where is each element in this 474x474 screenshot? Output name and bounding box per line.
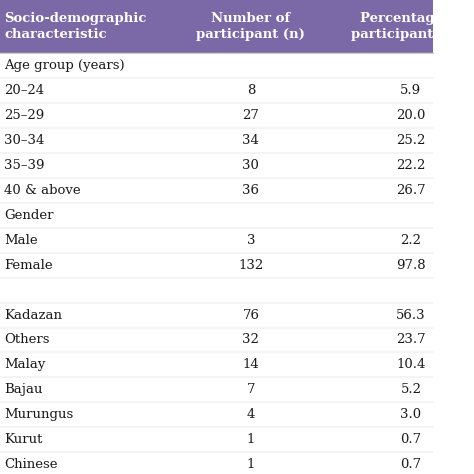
Text: 30–34: 30–34: [4, 134, 45, 147]
Bar: [0, 302, 433, 328]
Bar: [0, 103, 433, 128]
Text: 20–24: 20–24: [4, 84, 45, 97]
Text: 30: 30: [242, 159, 259, 172]
Text: 5.9: 5.9: [401, 84, 421, 97]
Text: 26.7: 26.7: [396, 184, 426, 197]
Text: 35–39: 35–39: [4, 159, 45, 172]
Bar: [0, 128, 433, 153]
Bar: [0, 452, 433, 474]
Text: 8: 8: [246, 84, 255, 97]
Text: Female: Female: [4, 259, 53, 272]
Text: 97.8: 97.8: [396, 259, 426, 272]
Text: 56.3: 56.3: [396, 309, 426, 321]
Text: 36: 36: [242, 184, 259, 197]
Text: 3: 3: [246, 234, 255, 246]
Bar: [0, 402, 433, 427]
Text: 34: 34: [242, 134, 259, 147]
Bar: [0, 427, 433, 452]
Text: 76: 76: [242, 309, 259, 321]
Text: Socio-demographic
characteristic: Socio-demographic characteristic: [4, 12, 146, 41]
Text: Number of
participant (n): Number of participant (n): [196, 12, 305, 41]
Text: Chinese: Chinese: [4, 458, 58, 471]
Text: 0.7: 0.7: [401, 433, 421, 447]
Bar: [0, 377, 433, 402]
Bar: [0, 253, 433, 278]
Bar: [0, 353, 433, 377]
Text: 7: 7: [246, 383, 255, 396]
Text: 3.0: 3.0: [401, 408, 421, 421]
Text: 25.2: 25.2: [396, 134, 426, 147]
Bar: [0, 228, 433, 253]
Text: 1: 1: [246, 433, 255, 447]
Text: Percentage of
participants (%): Percentage of participants (%): [351, 12, 471, 41]
Text: 27: 27: [242, 109, 259, 122]
Text: 22.2: 22.2: [396, 159, 426, 172]
Text: 0.7: 0.7: [401, 458, 421, 471]
Text: 5.2: 5.2: [401, 383, 421, 396]
Text: 25–29: 25–29: [4, 109, 45, 122]
Bar: [0, 278, 433, 302]
Text: Age group (years): Age group (years): [4, 59, 125, 72]
Text: Gender: Gender: [4, 209, 54, 222]
Text: 132: 132: [238, 259, 264, 272]
Bar: [0, 153, 433, 178]
Bar: [0, 178, 433, 203]
Bar: [0, 203, 433, 228]
Text: 20.0: 20.0: [396, 109, 426, 122]
Text: Murungus: Murungus: [4, 408, 73, 421]
Bar: [0, 53, 433, 78]
Text: Kadazan: Kadazan: [4, 309, 62, 321]
Text: 1: 1: [246, 458, 255, 471]
Text: Others: Others: [4, 334, 50, 346]
Text: Kurut: Kurut: [4, 433, 43, 447]
Text: 14: 14: [243, 358, 259, 372]
Bar: [0, 328, 433, 353]
Text: Malay: Malay: [4, 358, 46, 372]
Text: 4: 4: [246, 408, 255, 421]
Text: 40 & above: 40 & above: [4, 184, 81, 197]
Text: 2.2: 2.2: [401, 234, 421, 246]
Text: Bajau: Bajau: [4, 383, 43, 396]
Text: 10.4: 10.4: [396, 358, 426, 372]
Text: Male: Male: [4, 234, 38, 246]
Bar: [0, 0, 433, 53]
Bar: [0, 78, 433, 103]
Text: 23.7: 23.7: [396, 334, 426, 346]
Text: 32: 32: [242, 334, 259, 346]
